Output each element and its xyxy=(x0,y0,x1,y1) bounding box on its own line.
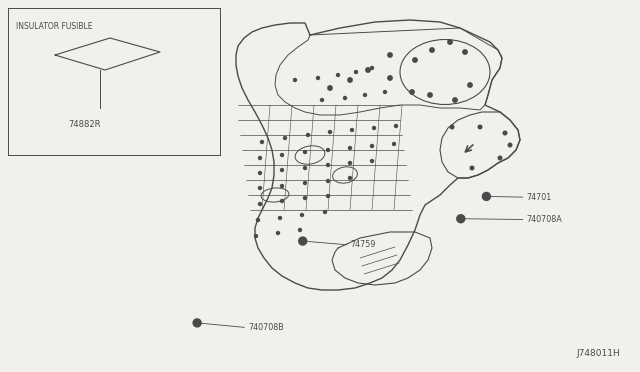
Circle shape xyxy=(326,180,330,183)
Circle shape xyxy=(470,166,474,170)
Circle shape xyxy=(303,182,307,185)
Circle shape xyxy=(349,161,351,164)
Circle shape xyxy=(349,176,351,180)
Circle shape xyxy=(255,234,257,237)
Text: 740708B: 740708B xyxy=(248,323,284,332)
Circle shape xyxy=(257,218,259,221)
Text: 740708A: 740708A xyxy=(527,215,563,224)
Circle shape xyxy=(371,67,374,70)
Circle shape xyxy=(448,40,452,44)
Circle shape xyxy=(355,71,358,74)
Circle shape xyxy=(413,58,417,62)
Circle shape xyxy=(307,134,310,137)
Circle shape xyxy=(498,156,502,160)
Circle shape xyxy=(317,77,319,80)
Circle shape xyxy=(388,76,392,80)
Circle shape xyxy=(508,143,512,147)
Circle shape xyxy=(457,215,465,223)
Text: J748011H: J748011H xyxy=(576,349,620,358)
Circle shape xyxy=(428,93,432,97)
Circle shape xyxy=(348,78,352,82)
Circle shape xyxy=(323,211,326,214)
Text: 74759: 74759 xyxy=(351,240,376,249)
Circle shape xyxy=(503,131,507,135)
Circle shape xyxy=(321,99,323,102)
Circle shape xyxy=(260,141,264,144)
Circle shape xyxy=(344,96,346,99)
Circle shape xyxy=(372,126,376,129)
Circle shape xyxy=(259,186,262,189)
Circle shape xyxy=(366,68,370,72)
Text: 74882R: 74882R xyxy=(68,120,100,129)
Circle shape xyxy=(388,53,392,57)
Circle shape xyxy=(328,131,332,134)
Circle shape xyxy=(371,160,374,163)
Circle shape xyxy=(392,142,396,145)
Circle shape xyxy=(280,185,284,187)
Circle shape xyxy=(303,196,307,199)
Circle shape xyxy=(349,147,351,150)
Circle shape xyxy=(463,50,467,54)
Circle shape xyxy=(394,125,397,128)
Circle shape xyxy=(301,214,303,217)
Circle shape xyxy=(364,93,367,96)
Circle shape xyxy=(351,128,353,131)
Circle shape xyxy=(294,78,296,81)
Circle shape xyxy=(328,86,332,90)
Circle shape xyxy=(383,90,387,93)
Circle shape xyxy=(303,151,307,154)
Circle shape xyxy=(284,137,287,140)
Circle shape xyxy=(410,90,414,94)
Circle shape xyxy=(259,202,262,205)
Circle shape xyxy=(326,164,330,167)
Circle shape xyxy=(450,125,454,129)
Circle shape xyxy=(276,231,280,234)
Circle shape xyxy=(337,74,339,77)
Circle shape xyxy=(452,98,457,102)
Circle shape xyxy=(371,144,374,148)
Circle shape xyxy=(326,148,330,151)
Circle shape xyxy=(193,319,201,327)
Circle shape xyxy=(280,199,284,202)
Circle shape xyxy=(483,192,490,201)
Circle shape xyxy=(280,169,284,171)
Text: INSULATOR FUSIBLE: INSULATOR FUSIBLE xyxy=(16,22,93,31)
Text: 74701: 74701 xyxy=(527,193,552,202)
Circle shape xyxy=(468,83,472,87)
Circle shape xyxy=(326,195,330,198)
Circle shape xyxy=(278,217,282,219)
Circle shape xyxy=(298,228,301,231)
Circle shape xyxy=(430,48,434,52)
Circle shape xyxy=(303,167,307,170)
Circle shape xyxy=(299,237,307,245)
Circle shape xyxy=(280,154,284,157)
Circle shape xyxy=(259,171,262,174)
Circle shape xyxy=(478,125,482,129)
Circle shape xyxy=(259,157,262,160)
